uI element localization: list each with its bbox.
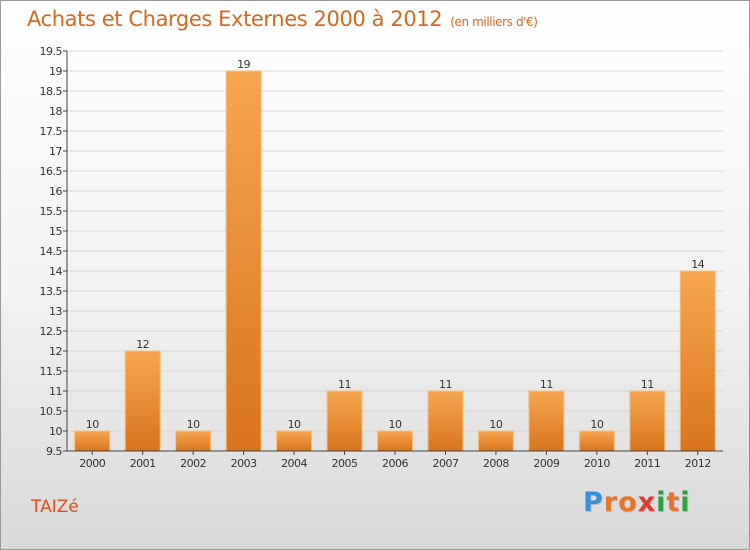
data-label: 11	[439, 378, 452, 391]
bar	[679, 270, 716, 452]
logo-letter: i	[656, 487, 667, 518]
x-tick-label: 2004	[281, 457, 307, 470]
bar	[578, 430, 615, 452]
bar	[276, 430, 313, 452]
y-tick-label: 18	[49, 105, 62, 118]
data-label: 10	[288, 418, 301, 431]
y-tick-label: 10.5	[40, 405, 63, 418]
gridlines	[67, 50, 723, 432]
y-tick-label: 9.5	[46, 445, 62, 458]
y-tick-label: 12	[49, 345, 62, 358]
proxiti-logo[interactable]: Proxiti	[583, 487, 691, 518]
y-tick-label: 11.5	[40, 365, 63, 378]
y-tick-label: 14.5	[40, 245, 63, 258]
data-label: 10	[590, 418, 603, 431]
y-tick-label: 15.5	[40, 205, 63, 218]
data-label: 14	[691, 258, 704, 271]
x-tick-label: 2007	[432, 457, 458, 470]
data-label: 12	[136, 338, 149, 351]
y-tick-label: 17.5	[40, 125, 63, 138]
y-tick-label: 19.5	[40, 45, 63, 58]
bar	[326, 390, 363, 452]
data-label: 10	[187, 418, 200, 431]
logo-letter: P	[583, 487, 604, 518]
data-label: 11	[641, 378, 654, 391]
y-tick-label: 17	[49, 145, 62, 158]
data-label: 19	[237, 58, 250, 71]
x-tick-label: 2011	[634, 457, 660, 470]
x-tick-label: 2010	[584, 457, 610, 470]
logo-letter: r	[603, 487, 619, 518]
data-label: 10	[389, 418, 402, 431]
data-label: 10	[86, 418, 99, 431]
bar	[477, 430, 514, 452]
y-tick-label: 10	[49, 425, 62, 438]
y-tick-label: 13	[49, 305, 62, 318]
bar	[427, 390, 464, 452]
y-tick-label: 16	[49, 185, 62, 198]
bar	[377, 430, 413, 452]
x-tick-label: 2009	[533, 457, 559, 470]
y-tick-label: 13.5	[40, 285, 63, 298]
chart-title: Achats et Charges Externes 2000 à 2012 (e…	[27, 7, 538, 31]
logo-letter: t	[666, 487, 681, 518]
unit-note: (en milliers d'€)	[450, 15, 538, 29]
bar	[124, 350, 161, 452]
x-tick-label: 2000	[79, 457, 105, 470]
data-label: 10	[489, 418, 502, 431]
data-label: 11	[540, 378, 553, 391]
bar	[74, 430, 111, 452]
bar	[225, 70, 262, 452]
logo-letter: o	[618, 487, 638, 518]
x-tick-label: 2006	[382, 457, 408, 470]
y-tick-label: 18.5	[40, 85, 63, 98]
logo-letter: x	[637, 487, 657, 518]
y-tick-label: 12.5	[40, 325, 63, 338]
commune-name: TAIZé	[31, 497, 79, 517]
bar	[528, 390, 565, 452]
x-tick-label: 2003	[231, 457, 257, 470]
bar	[175, 430, 212, 452]
bar	[629, 390, 666, 452]
y-tick-label: 15	[49, 225, 62, 238]
y-tick-label: 16.5	[40, 165, 63, 178]
y-tick-label: 14	[49, 265, 62, 278]
axes: 9.5 10 10.5 11 11.5 12 12.5 13 13.5 14 14.5 15 15.5 1…	[40, 45, 723, 470]
data-label: 11	[338, 378, 351, 391]
bars: 10 12 10 19 10 11 10 11 10 11 10 11 14	[74, 58, 716, 452]
x-tick-label: 2012	[685, 457, 711, 470]
y-tick-label: 11	[49, 385, 62, 398]
x-tick-label: 2008	[483, 457, 509, 470]
logo-letter: i	[680, 487, 691, 518]
x-tick-label: 2001	[130, 457, 156, 470]
y-tick-label: 19	[49, 65, 62, 78]
x-tick-label: 2005	[332, 457, 358, 470]
x-tick-label: 2002	[180, 457, 206, 470]
chart-title-text: Achats et Charges Externes 2000 à 2012	[27, 7, 443, 31]
